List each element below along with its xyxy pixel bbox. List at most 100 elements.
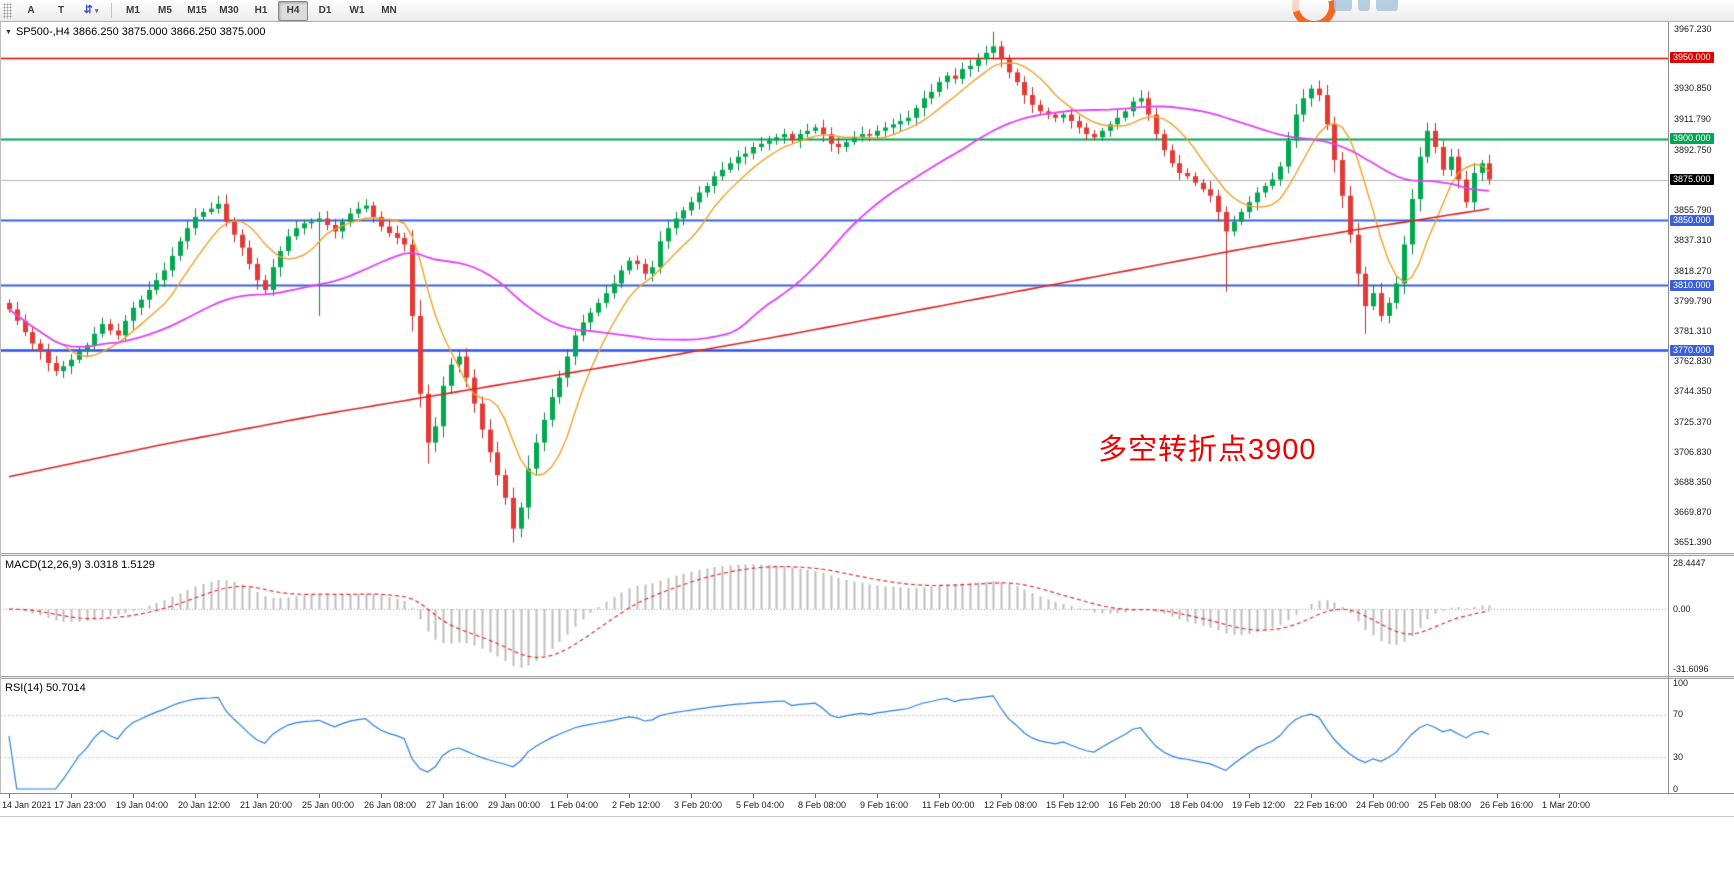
rsi-axis-label: 70	[1673, 709, 1684, 720]
time-axis-tick	[815, 794, 816, 798]
time-axis-tick	[1435, 794, 1436, 798]
panel-separator[interactable]	[0, 676, 1734, 679]
time-axis-tick	[9, 794, 10, 798]
time-axis-tick	[443, 794, 444, 798]
time-axis-tick	[319, 794, 320, 798]
rsi-label: RSI(14) 50.7014	[5, 682, 86, 694]
chart-annotation-text: 多空转折点3900	[1098, 434, 1317, 466]
time-axis-tick	[1559, 794, 1560, 798]
price-axis-tick-label: 3818.270	[1674, 266, 1712, 277]
style-dropdown-button[interactable]: ⇵ ▾	[77, 1, 105, 21]
time-axis-tick	[629, 794, 630, 798]
chevron-down-icon: ▾	[94, 7, 99, 15]
time-axis-tick	[567, 794, 568, 798]
time-axis-label: 12 Feb 08:00	[984, 800, 1038, 810]
toolbar-separator	[111, 3, 112, 18]
timeframe-button-mn[interactable]: MN	[381, 5, 397, 16]
time-axis-label: 26 Jan 08:00	[364, 800, 417, 810]
time-axis-tick	[753, 794, 754, 798]
price-axis-tick-label: 3688.350	[1674, 477, 1712, 488]
time-axis[interactable]: 14 Jan 2021 17 Jan 23:00 19 Jan 04:00 20 Ja…	[0, 793, 1734, 817]
time-axis-label: 29 Jan 00:00	[488, 800, 541, 810]
cursor-tool-button[interactable]: A	[27, 5, 35, 16]
toolbar: A T ⇵ ▾ M1 M5 M15 M30 H1 H4 D1 W1 MN	[0, 0, 1734, 22]
price-axis-tick-label: 3855.790	[1674, 205, 1712, 216]
rsi-axis-label: 100	[1673, 677, 1689, 688]
text-tool-button[interactable]: T	[57, 5, 65, 16]
time-axis-label: 22 Feb 16:00	[1294, 800, 1348, 810]
price-axis-tick-label: 3837.310	[1674, 235, 1712, 246]
time-axis-tick	[257, 794, 258, 798]
toolbar-grip-icon[interactable]	[3, 2, 12, 19]
macd-canvas[interactable]	[0, 556, 1668, 676]
time-axis-label: 15 Feb 12:00	[1046, 800, 1100, 810]
time-axis-tick	[1249, 794, 1250, 798]
time-axis-label: 9 Feb 16:00	[860, 800, 909, 810]
brand-text-fragment	[1376, 0, 1398, 11]
time-axis-label: 21 Jan 20:00	[240, 800, 293, 810]
macd-axis-label: 0.00	[1673, 603, 1691, 614]
price-chart-panel: ▼ SP500-,H4 3866.250 3875.000 3866.250 38…	[0, 22, 1668, 553]
time-axis-label: 19 Feb 12:00	[1232, 800, 1286, 810]
price-level-badge: 3900.000	[1670, 133, 1714, 145]
time-axis-tick	[1497, 794, 1498, 798]
chart-ohlc-text: SP500-,H4 3866.250 3875.000 3866.250 387…	[15, 26, 266, 38]
time-axis-label: 20 Jan 12:00	[178, 800, 231, 810]
macd-panel: MACD(12,26,9) 3.0318 1.5129	[0, 556, 1668, 676]
arrows-icon: ⇵	[83, 4, 93, 16]
timeframe-button-h4[interactable]: H4	[278, 0, 308, 21]
rsi-panel: RSI(14) 50.7014	[0, 679, 1668, 793]
timeframe-button-d1[interactable]: D1	[318, 5, 332, 16]
price-axis-tick-label: 3669.870	[1674, 507, 1712, 518]
time-axis-tick	[1063, 794, 1064, 798]
macd-axis-label: 28.4447	[1673, 558, 1706, 568]
timeframe-button-m15[interactable]: M15	[187, 5, 207, 16]
chart-symbol-label: ▼ SP500-,H4 3866.250 3875.000 3866.250 38…	[5, 26, 266, 38]
price-level-badge: 3770.000	[1670, 344, 1714, 356]
time-axis-tick	[71, 794, 72, 798]
time-axis-label: 14 Jan 2021	[2, 800, 52, 810]
price-axis[interactable]: 3967.230 3950.000 3930.850 3911.790 3900.000…	[1669, 22, 1734, 553]
price-level-badge: 3850.000	[1670, 214, 1714, 226]
price-axis-tick-label: 3911.790	[1674, 114, 1711, 125]
price-axis-tick-label: 3781.310	[1674, 326, 1712, 337]
panel-separator[interactable]	[0, 553, 1734, 556]
price-axis-tick-label: 3799.790	[1674, 296, 1712, 307]
timeframe-button-h1[interactable]: H1	[254, 5, 268, 16]
time-axis-tick	[1187, 794, 1188, 798]
time-axis-tick	[1125, 794, 1126, 798]
price-level-badge: 3810.000	[1670, 279, 1714, 291]
time-axis-tick	[133, 794, 134, 798]
time-axis-tick	[1001, 794, 1002, 798]
time-axis-tick	[1373, 794, 1374, 798]
price-axis-tick-label: 3706.830	[1674, 447, 1712, 458]
timeframe-button-m30[interactable]: M30	[219, 5, 239, 16]
time-axis-tick	[691, 794, 692, 798]
price-axis-tick-label: 3930.850	[1674, 83, 1712, 94]
timeframe-group: M1 M5 M15 M30 H1 H4 D1 W1 MN	[117, 0, 405, 21]
price-axis-line	[1668, 22, 1669, 815]
price-axis-tick-label: 3967.230	[1674, 24, 1712, 35]
time-axis-tick	[505, 794, 506, 798]
time-axis-label: 1 Mar 20:00	[1542, 800, 1591, 810]
macd-axis-label: -31.6096	[1673, 664, 1709, 674]
time-axis-label: 11 Feb 00:00	[922, 800, 975, 810]
time-axis-tick	[877, 794, 878, 798]
rsi-canvas[interactable]	[0, 679, 1668, 793]
timeframe-button-m1[interactable]: M1	[126, 5, 140, 16]
time-axis-label: 24 Feb 00:00	[1356, 800, 1410, 810]
brand-text-fragment	[1358, 0, 1370, 11]
price-chart-canvas[interactable]	[0, 22, 1668, 553]
time-axis-label: 19 Jan 04:00	[116, 800, 169, 810]
timeframe-button-m5[interactable]: M5	[158, 5, 172, 16]
timeframe-button-w1[interactable]: W1	[349, 5, 365, 16]
chart-left-border	[0, 22, 1, 815]
time-axis-tick	[381, 794, 382, 798]
rsi-axis-label: 0	[1673, 783, 1679, 794]
brand-text-fragment	[1334, 0, 1352, 11]
price-axis-tick-label: 3892.750	[1674, 145, 1712, 156]
rsi-axis-label: 30	[1673, 751, 1684, 762]
brand-watermark-partial	[1284, 0, 1464, 22]
chart-marker-icon: ▼	[5, 29, 12, 36]
